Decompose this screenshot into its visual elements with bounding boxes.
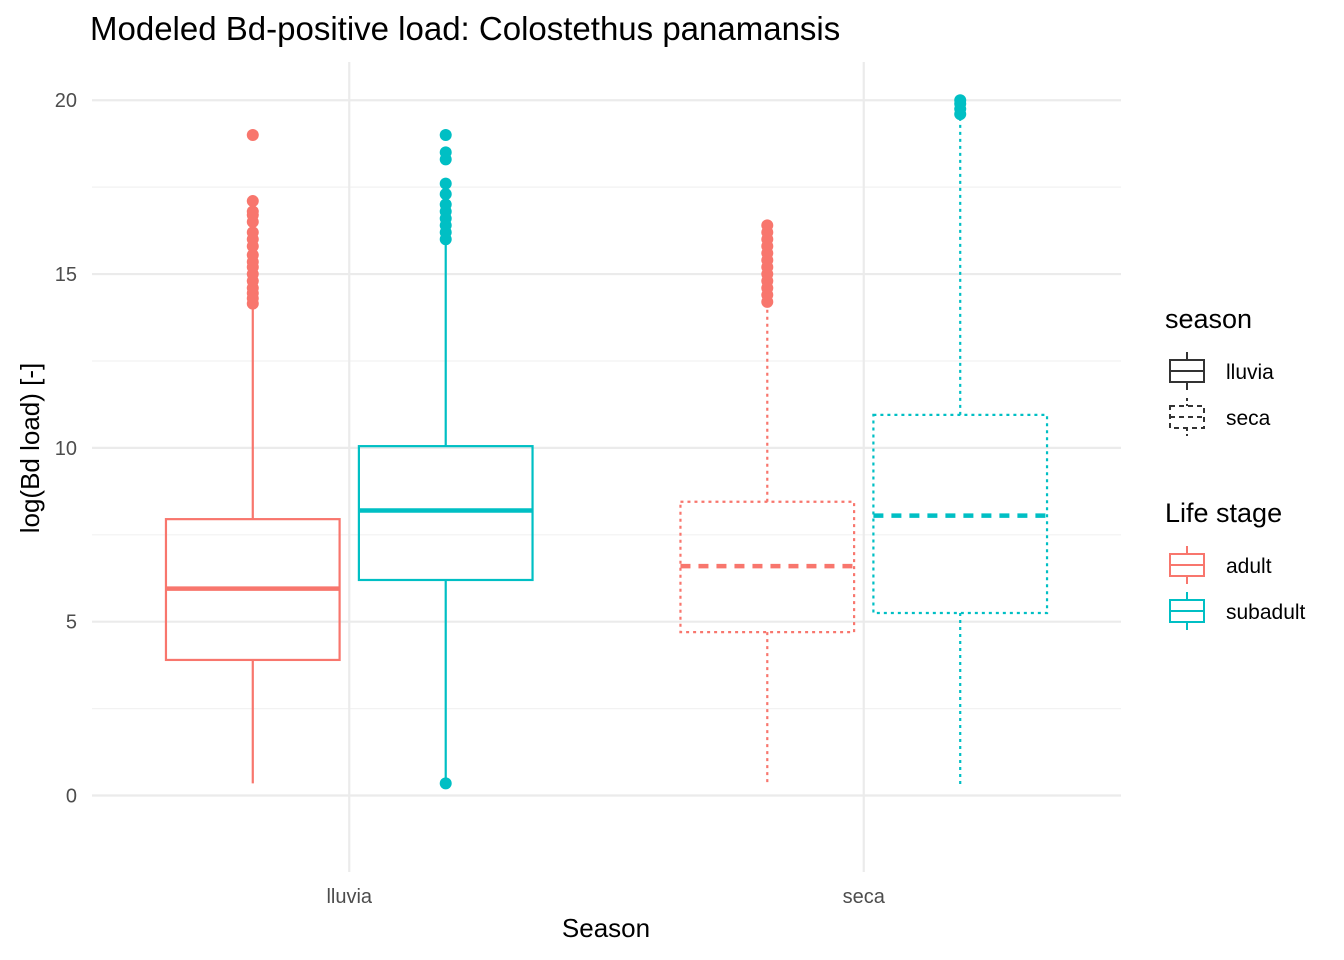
box-rect xyxy=(679,500,856,634)
legend-title-life-stage: Life stage xyxy=(1165,498,1282,528)
outlier-point xyxy=(246,129,259,142)
outlier-point xyxy=(246,195,259,208)
outlier-point xyxy=(439,146,452,159)
box-subadult-lluvia xyxy=(357,129,534,790)
legend-key-seca xyxy=(1169,398,1205,436)
outlier-point xyxy=(246,205,259,218)
y-tick-label: 20 xyxy=(55,90,77,112)
chart-title: Modeled Bd-positive load: Colostethus pa… xyxy=(90,10,840,47)
grid-lines xyxy=(92,62,1121,872)
legend-label-subadult: subadult xyxy=(1226,601,1306,624)
legend-label-adult: adult xyxy=(1226,555,1272,578)
outlier-point xyxy=(439,177,452,190)
y-axis-title: log(Bd load) [-] xyxy=(15,363,45,534)
outlier-point xyxy=(246,226,259,239)
box-subadult-seca xyxy=(872,94,1049,786)
outlier-point xyxy=(439,198,452,211)
y-tick-label: 10 xyxy=(55,438,77,460)
box-adult-lluvia xyxy=(164,129,341,784)
y-tick-label: 0 xyxy=(66,786,77,808)
legend-key-subadult xyxy=(1169,592,1205,630)
plot-area xyxy=(164,94,1049,790)
outlier-point xyxy=(439,129,452,142)
box-rect xyxy=(357,445,534,582)
x-tick-label: lluvia xyxy=(326,886,372,908)
legend-label-seca: seca xyxy=(1226,407,1271,430)
outlier-point xyxy=(761,219,774,232)
axes: 0 5 10 15 20 lluvia seca xyxy=(55,90,886,908)
legend-key-lluvia xyxy=(1169,352,1205,390)
x-tick-label: seca xyxy=(843,886,886,908)
box-adult-seca xyxy=(679,219,856,786)
legend-title-season: season xyxy=(1165,304,1252,334)
y-tick-label: 15 xyxy=(55,264,77,286)
legend: season lluvia seca Life stage adult xyxy=(1165,304,1306,630)
outlier-point xyxy=(954,94,967,107)
legend-label-lluvia: lluvia xyxy=(1226,361,1274,384)
y-tick-label: 5 xyxy=(66,612,77,634)
outlier-point xyxy=(246,248,259,261)
outlier-point xyxy=(439,777,452,790)
outlier-point xyxy=(439,188,452,201)
legend-key-adult xyxy=(1169,546,1205,584)
x-axis-title: Season xyxy=(562,913,650,943)
